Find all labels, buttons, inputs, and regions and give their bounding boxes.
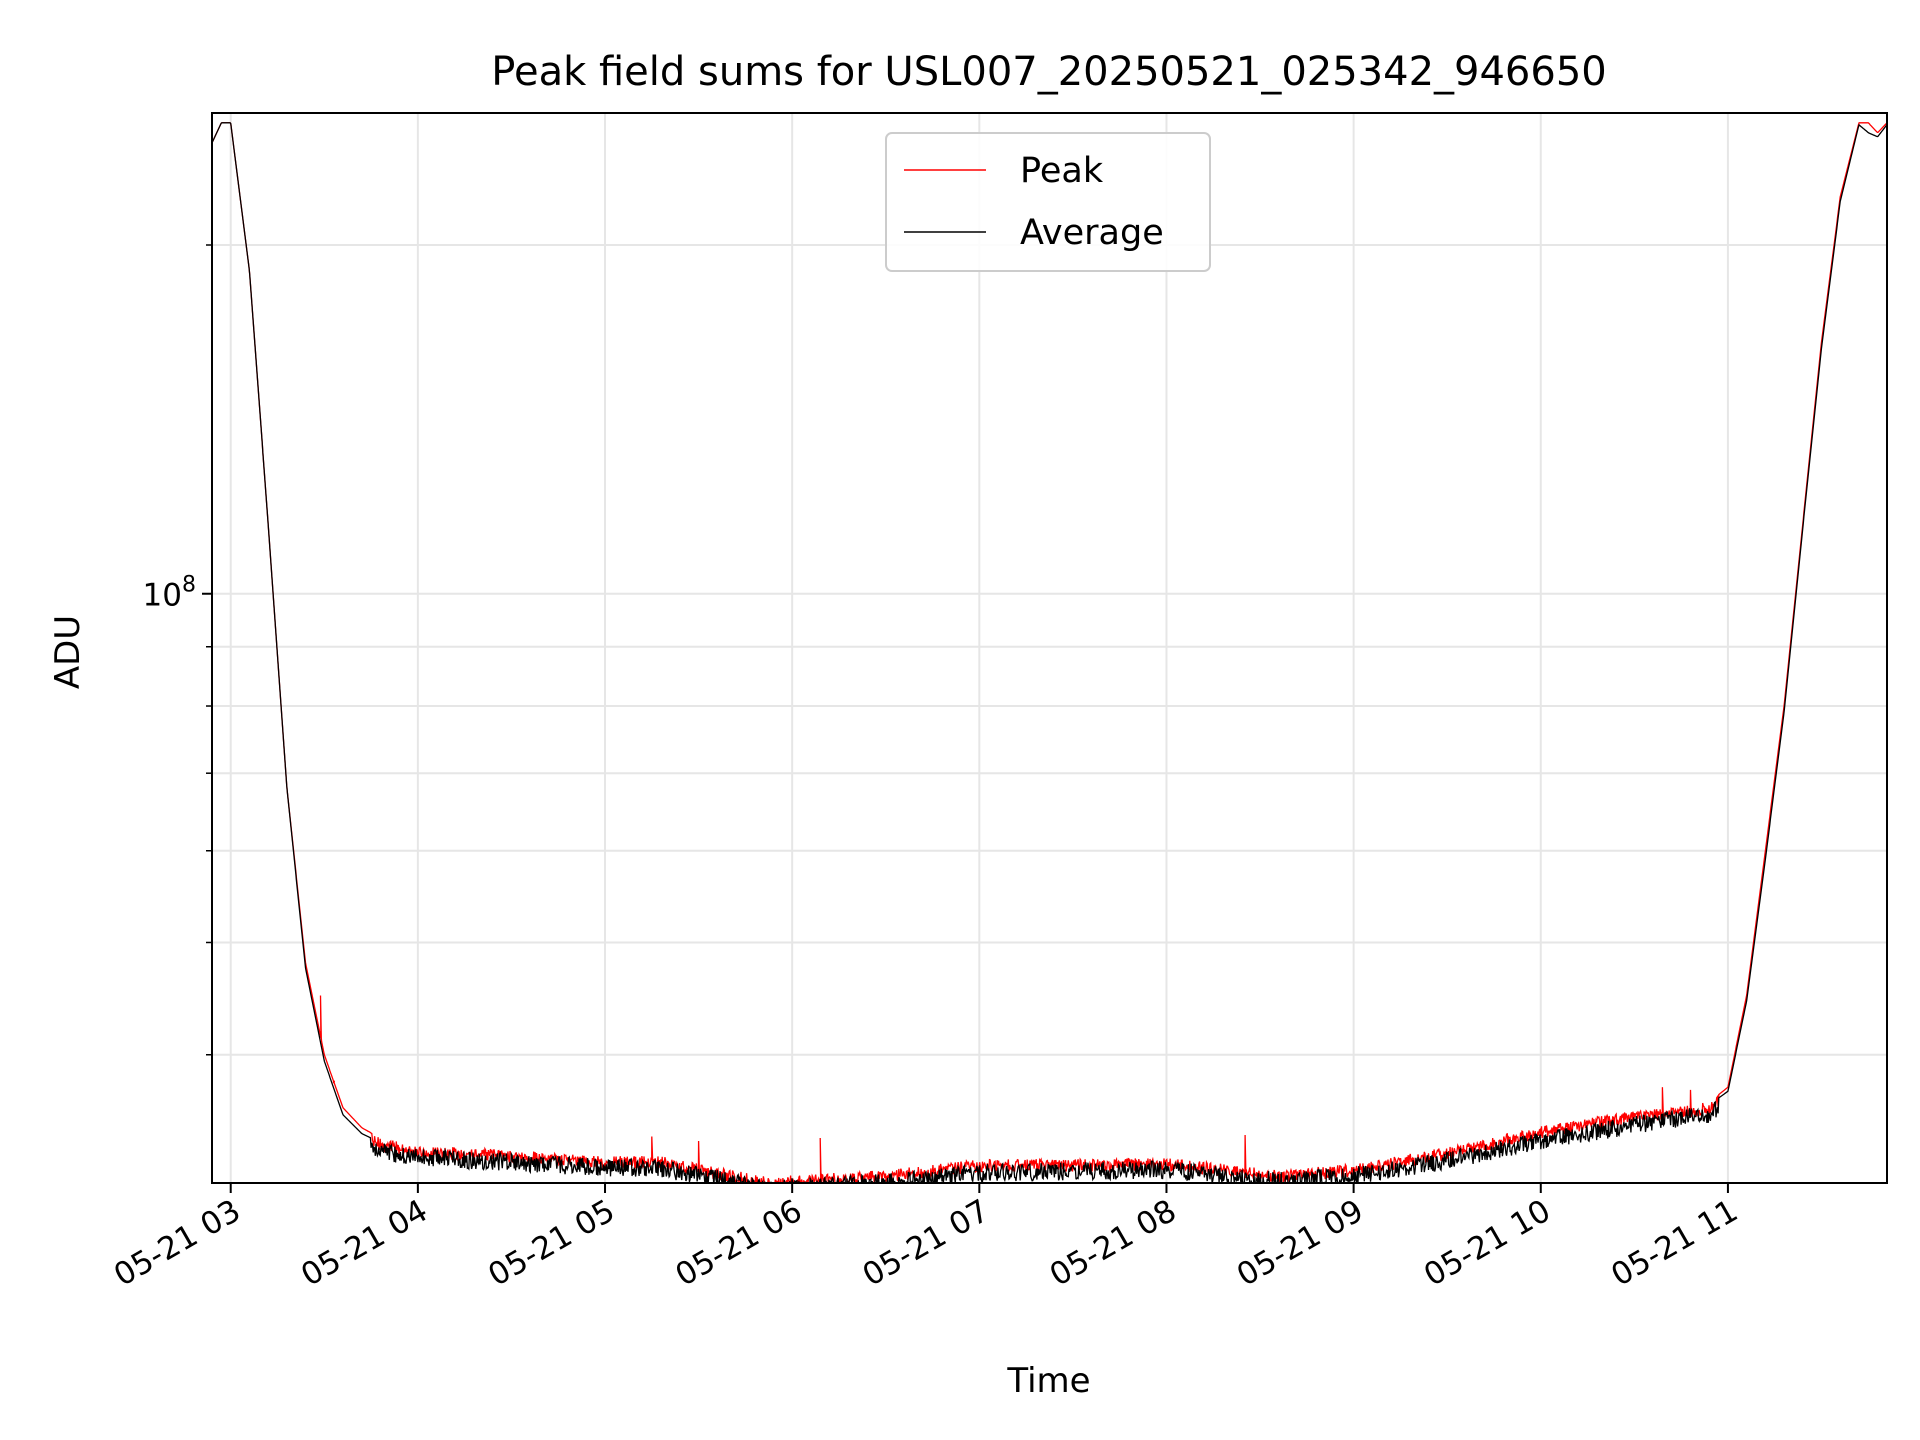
x-axis-label: Time [1006, 1361, 1090, 1401]
y-axis: 108 [143, 244, 212, 1056]
legend-box [885, 132, 1211, 272]
axes-frame [211, 112, 1888, 1184]
chart-title: Peak field sums for USL007_20250521_0253… [491, 49, 1606, 95]
y-axis-label: ADU [48, 615, 88, 689]
grid [212, 113, 1887, 1183]
legend: Peak Average [885, 132, 1211, 272]
y-tick-label: 108 [143, 573, 196, 614]
legend-label-peak: Peak [1020, 151, 1104, 191]
series-line-average [212, 122, 1887, 1183]
plot-area [212, 122, 1887, 1183]
legend-label-average: Average [1020, 213, 1164, 253]
